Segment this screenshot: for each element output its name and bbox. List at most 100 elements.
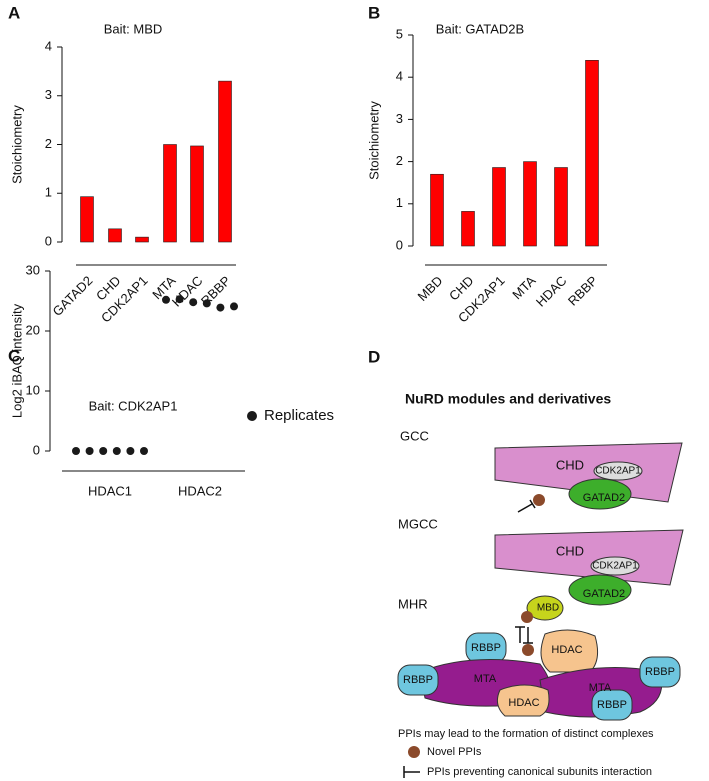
bar [461, 211, 475, 247]
y-tick-label: 4 [45, 38, 52, 53]
legend-label: Novel PPIs [427, 746, 482, 758]
dot [99, 447, 108, 455]
gatad2-shape [568, 574, 632, 606]
node-label: RBBP [403, 674, 433, 686]
x-tick-label: HDAC1 [88, 483, 132, 498]
legend-label: Replicates [264, 407, 334, 424]
y-tick-label: 10 [26, 382, 40, 397]
bar [190, 145, 204, 243]
node-label: CHD [556, 457, 584, 472]
legend-inhibit [403, 766, 420, 778]
diagram: D NuRD modules and derivatives GCC CHD G… [368, 347, 684, 778]
y-tick-label: 3 [396, 111, 403, 126]
chart-title: Bait: CDK2AP1 [89, 398, 178, 413]
bar [163, 144, 177, 243]
node-label: MBD [537, 603, 559, 614]
dot [126, 447, 135, 455]
panel-letter: A [8, 3, 20, 22]
y-tick-label: 0 [396, 237, 403, 252]
node-label: MTA [589, 682, 612, 694]
dot [216, 303, 225, 312]
dot [85, 447, 94, 455]
cdk2ap1-shape [590, 556, 640, 576]
chart-title: Bait: GATAD2B [436, 21, 524, 36]
dot [175, 295, 184, 304]
dot [72, 447, 80, 455]
x-tick-label: RBBP [565, 273, 601, 309]
bar [135, 236, 149, 243]
bar [523, 161, 537, 247]
x-tick-label: HDAC [169, 273, 206, 310]
chd-shape [494, 529, 684, 586]
x-tick-label: GATAD2 [50, 273, 96, 319]
node-label: HDAC [551, 644, 582, 656]
y-tick-label: 3 [45, 87, 52, 102]
mbd-shape [526, 595, 564, 621]
panel-letter: D [368, 347, 380, 366]
legend-caption: PPIs may lead to the formation of distin… [398, 728, 654, 740]
y-tick-label: 0 [45, 233, 52, 248]
bar [80, 196, 94, 243]
node-label: RBBP [471, 642, 501, 654]
node-label: GATAD2 [583, 588, 625, 600]
y-tick-label: 5 [396, 26, 403, 41]
module-label: MGCC [398, 516, 438, 531]
y-tick-label: 0 [33, 442, 40, 457]
gatad2-shape [568, 478, 632, 510]
bar [218, 80, 232, 243]
node-label: CDK2AP1 [595, 466, 641, 477]
rbbp-shape [591, 689, 633, 721]
dot [189, 298, 198, 307]
node-label: RBBP [597, 699, 627, 711]
diagram-title: NuRD modules and derivatives [405, 391, 611, 407]
hdac-shape [540, 629, 599, 673]
legend-marker [247, 411, 257, 421]
y-tick-label: 2 [396, 153, 403, 168]
ppi-dot [533, 494, 545, 506]
y-tick-label: 30 [26, 262, 40, 277]
rbbp-shape [639, 656, 681, 688]
node-label: HDAC [508, 697, 539, 709]
bar [492, 167, 506, 247]
y-tick-label: 1 [45, 185, 52, 200]
y-axis-label: Stoichiometry [366, 101, 381, 180]
dot [112, 447, 121, 455]
bar [108, 228, 122, 243]
node-label: GATAD2 [583, 492, 625, 504]
node-label: MTA [474, 673, 497, 685]
y-tick-label: 1 [396, 195, 403, 210]
dot [202, 299, 211, 308]
y-tick-label: 20 [26, 322, 40, 337]
module-label: MHR [398, 596, 428, 611]
cdk2ap1-shape [593, 461, 643, 481]
y-axis-label: Stoichiometry [9, 105, 24, 184]
rbbp-shape [397, 664, 439, 696]
x-tick-label: HDAC2 [178, 483, 222, 498]
legend-label: PPIs preventing canonical subunits inter… [427, 766, 652, 778]
inhibit-symbol [517, 499, 536, 513]
y-tick-label: 4 [396, 69, 403, 84]
node-label: CDK2AP1 [592, 561, 638, 572]
legend-dot [408, 746, 420, 758]
panel-letter: B [368, 3, 380, 22]
chart-title: Bait: MBD [104, 21, 163, 36]
bar [585, 60, 599, 247]
dot [162, 295, 170, 304]
module-label: GCC [400, 428, 429, 443]
panel-letter: C [8, 346, 20, 365]
dot [140, 447, 148, 455]
dot [230, 302, 238, 311]
hdac-shape [496, 684, 550, 717]
x-tick-label: MBD [415, 273, 446, 304]
bar [554, 167, 568, 247]
x-tick-label: HDAC [533, 273, 570, 310]
bar [430, 173, 444, 247]
node-label: RBBP [645, 666, 675, 678]
y-tick-label: 2 [45, 136, 52, 151]
ppi-dot [522, 644, 534, 656]
ppi-dot [521, 611, 533, 623]
node-label: CHD [556, 543, 584, 558]
y-axis-label: Log2 iBAQ intensity [9, 303, 24, 418]
chd-shape [494, 442, 683, 503]
